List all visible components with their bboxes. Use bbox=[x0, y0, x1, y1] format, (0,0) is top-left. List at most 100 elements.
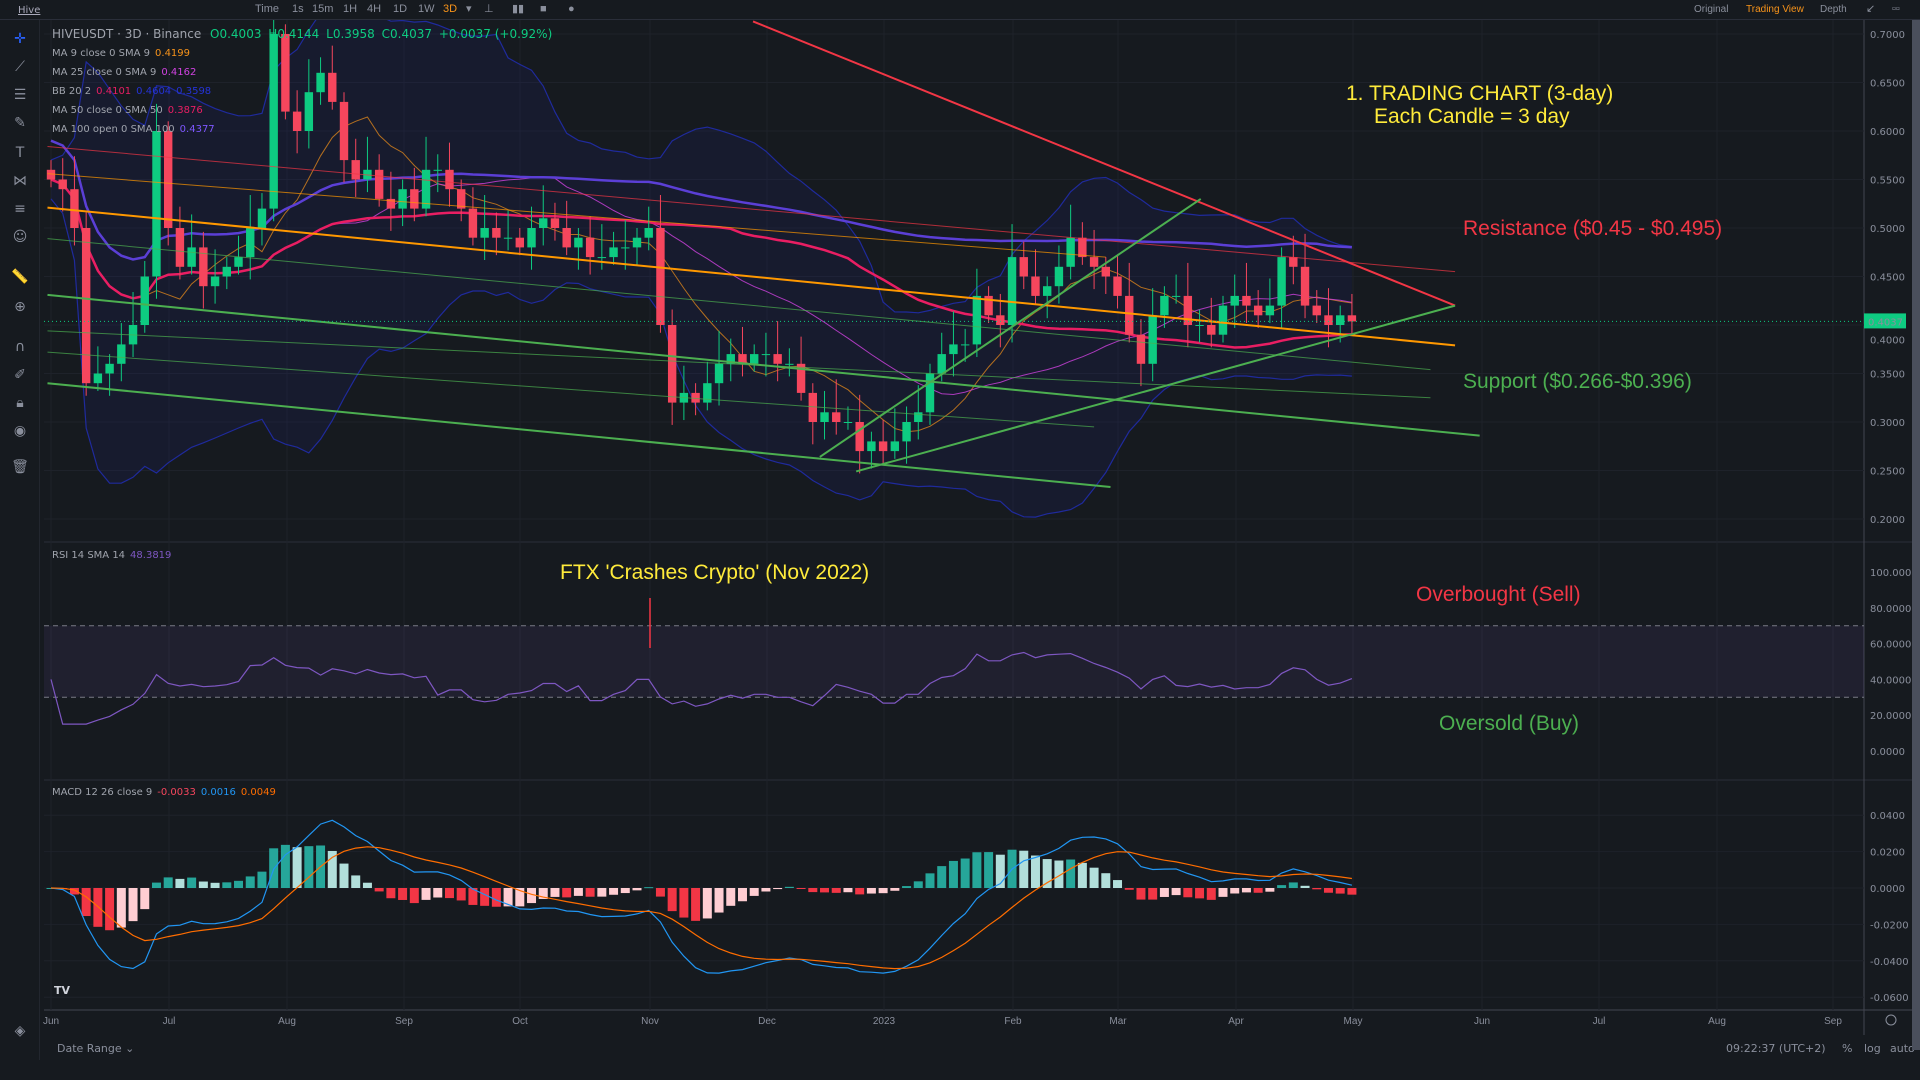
fib-icon[interactable]: ☰ bbox=[13, 87, 27, 103]
indicator-icon[interactable]: ⊥ bbox=[484, 3, 494, 15]
brush-icon[interactable]: ✎ bbox=[14, 115, 26, 131]
candle-body bbox=[609, 247, 618, 258]
candle-body bbox=[585, 237, 595, 258]
trash-icon[interactable]: 🗑︎ bbox=[11, 459, 29, 475]
candle-body bbox=[644, 228, 653, 238]
macd-histogram-bar bbox=[1030, 855, 1040, 888]
price-tick-label: 0.6000 bbox=[1870, 127, 1905, 138]
time-tick-label: Aug bbox=[278, 1016, 296, 1027]
ma100-label: MA 100 open 0 SMA 100 bbox=[52, 124, 175, 135]
price-tick-label: 0.3000 bbox=[1870, 418, 1905, 429]
layout-icon[interactable]: ▫▫ bbox=[1892, 3, 1900, 15]
macd-histogram-bar bbox=[1335, 888, 1345, 894]
candle-body bbox=[1136, 334, 1146, 364]
macd-histogram-bar bbox=[913, 881, 923, 888]
candle-body bbox=[1125, 295, 1134, 335]
ma50-legend[interactable]: MA 50 close 0 SMA 50 0.3876 bbox=[52, 105, 208, 116]
bb-lower: 0.3598 bbox=[176, 86, 212, 97]
symbol-link[interactable]: Hive bbox=[18, 5, 41, 16]
candle-body bbox=[890, 441, 900, 452]
timeframe-3d[interactable]: 3D bbox=[443, 3, 458, 15]
macd-histogram-bar bbox=[409, 888, 419, 904]
chart-canvas[interactable]: Jun Jul Aug Sep Oct Nov Dec 2023 Feb Mar Apr May Jun… bbox=[0, 0, 1920, 1040]
macd-histogram-bar bbox=[444, 888, 454, 899]
ma25-legend[interactable]: MA 25 close 0 SMA 9 0.4162 bbox=[52, 67, 201, 78]
macd-histogram-bar bbox=[1113, 880, 1123, 888]
candle-body bbox=[597, 257, 607, 259]
macd-histogram-bar bbox=[1042, 859, 1052, 888]
candle-body bbox=[1007, 257, 1017, 325]
timeframe-4h[interactable]: 4H bbox=[367, 3, 382, 15]
candle-body bbox=[691, 392, 700, 403]
macd-histogram-bar bbox=[1136, 888, 1146, 900]
scrollbar[interactable] bbox=[1912, 20, 1920, 1050]
macd-histogram-bar bbox=[784, 886, 794, 888]
ruler-icon[interactable]: 📏 bbox=[11, 269, 29, 285]
candle-body bbox=[257, 208, 267, 228]
candle-body bbox=[1312, 305, 1321, 316]
price-tick-label: 0.4500 bbox=[1870, 273, 1905, 284]
candle-body bbox=[867, 441, 876, 452]
view-trading-view[interactable]: Trading View bbox=[1746, 4, 1804, 15]
percent-toggle[interactable]: % bbox=[1842, 1042, 1853, 1055]
ma100-legend[interactable]: MA 100 open 0 SMA 100 0.4377 bbox=[52, 124, 220, 135]
rsi-legend[interactable]: RSI 14 SMA 14 48.3819 bbox=[52, 550, 176, 561]
macd-histogram-bar bbox=[398, 888, 408, 900]
candle-body bbox=[433, 169, 442, 171]
macd-histogram-bar bbox=[890, 888, 900, 891]
macd-histogram-bar bbox=[820, 888, 830, 893]
timeframe-1s[interactable]: 1s bbox=[292, 3, 304, 15]
timeframe-15m[interactable]: 15m bbox=[312, 3, 334, 15]
macd-histogram-bar bbox=[105, 888, 115, 931]
chevron-down-icon[interactable]: ▾ bbox=[466, 3, 472, 15]
view-original[interactable]: Original bbox=[1694, 4, 1729, 15]
timeframe-1w[interactable]: 1W bbox=[418, 3, 435, 15]
time-tick-label: 2023 bbox=[873, 1016, 896, 1027]
price-tick-label: 0.5000 bbox=[1870, 224, 1905, 235]
prediction-icon[interactable]: ≡ bbox=[14, 201, 26, 217]
macd-histogram-bar bbox=[222, 882, 232, 888]
log-toggle[interactable]: log bbox=[1864, 1042, 1881, 1055]
candle-body bbox=[152, 131, 161, 277]
candle-body bbox=[949, 344, 958, 355]
macd-histogram-bar bbox=[374, 888, 384, 892]
lock-icon[interactable]: 🔒︎ bbox=[16, 395, 24, 411]
emoji-icon[interactable]: ☺ bbox=[12, 229, 28, 245]
macd-histogram-bar bbox=[456, 888, 466, 901]
rsi-tick-label: 40.0000 bbox=[1870, 675, 1911, 686]
timeframe-1h[interactable]: 1H bbox=[343, 3, 358, 15]
zoom-icon[interactable]: ⊕ bbox=[14, 299, 26, 315]
date-range-dropdown[interactable]: Date Range ⌄ bbox=[57, 1042, 134, 1055]
save-icon[interactable]: ■ bbox=[540, 3, 547, 15]
macd-histogram-bar bbox=[1077, 862, 1087, 888]
candle-body bbox=[1101, 266, 1110, 277]
view-depth[interactable]: Depth bbox=[1820, 4, 1847, 15]
eye-icon[interactable]: ◉ bbox=[13, 423, 27, 439]
rsi-tick-label: 80.0000 bbox=[1870, 604, 1911, 615]
timeframe-1d[interactable]: 1D bbox=[393, 3, 408, 15]
ma9-legend[interactable]: MA 9 close 0 SMA 9 0.4199 bbox=[52, 48, 195, 59]
candle-body bbox=[1195, 325, 1204, 326]
macd-legend[interactable]: MACD 12 26 close 9 -0.0033 0.0016 0.0049 bbox=[52, 787, 281, 798]
chart-title-annotation: 1. TRADING CHART (3-day) Each Candle = 3… bbox=[1346, 82, 1613, 128]
crosshair-icon[interactable]: ✛ bbox=[14, 31, 26, 47]
pattern-icon[interactable]: ⋈ bbox=[13, 173, 27, 189]
bb-legend[interactable]: BB 20 2 0.4101 0.4604 0.3598 bbox=[52, 86, 216, 97]
magnet-icon[interactable]: ∩ bbox=[14, 339, 26, 355]
candle-body bbox=[820, 412, 829, 422]
ohlc-change: +0.0037 (+0.92%) bbox=[438, 27, 553, 41]
macd-histogram-bar bbox=[386, 888, 396, 899]
macd-histogram-bar bbox=[597, 888, 607, 897]
pencil-lock-icon[interactable]: ✐ bbox=[14, 367, 26, 383]
settings-gear-icon[interactable] bbox=[1885, 1014, 1897, 1026]
settings-icon[interactable]: ● bbox=[568, 3, 575, 15]
trend-line-icon[interactable]: ⟋ bbox=[15, 59, 25, 75]
chart-type-icon[interactable]: ▮▮ bbox=[512, 3, 525, 15]
macd-histogram-bar bbox=[972, 852, 982, 888]
auto-toggle[interactable]: auto bbox=[1890, 1042, 1915, 1055]
text-icon[interactable]: T bbox=[15, 145, 25, 161]
collapse-icon[interactable]: ↙ bbox=[1866, 3, 1876, 15]
ma9-value: 0.4199 bbox=[155, 48, 191, 59]
timeframe-time[interactable]: Time bbox=[255, 3, 280, 15]
layers-icon[interactable]: ◈ bbox=[14, 1023, 26, 1039]
